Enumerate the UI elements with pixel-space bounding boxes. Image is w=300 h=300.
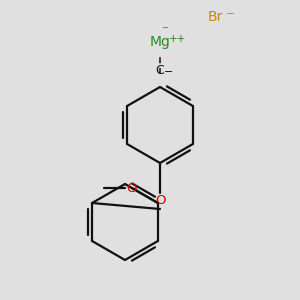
Text: −: − bbox=[161, 23, 169, 32]
Text: C: C bbox=[156, 64, 164, 77]
Text: −: − bbox=[164, 67, 174, 77]
Text: O: O bbox=[155, 194, 165, 208]
Text: O: O bbox=[127, 182, 137, 194]
Text: ++: ++ bbox=[169, 34, 187, 44]
Text: Br: Br bbox=[207, 10, 223, 24]
Text: Mg: Mg bbox=[150, 35, 170, 49]
Text: −: − bbox=[226, 9, 236, 19]
